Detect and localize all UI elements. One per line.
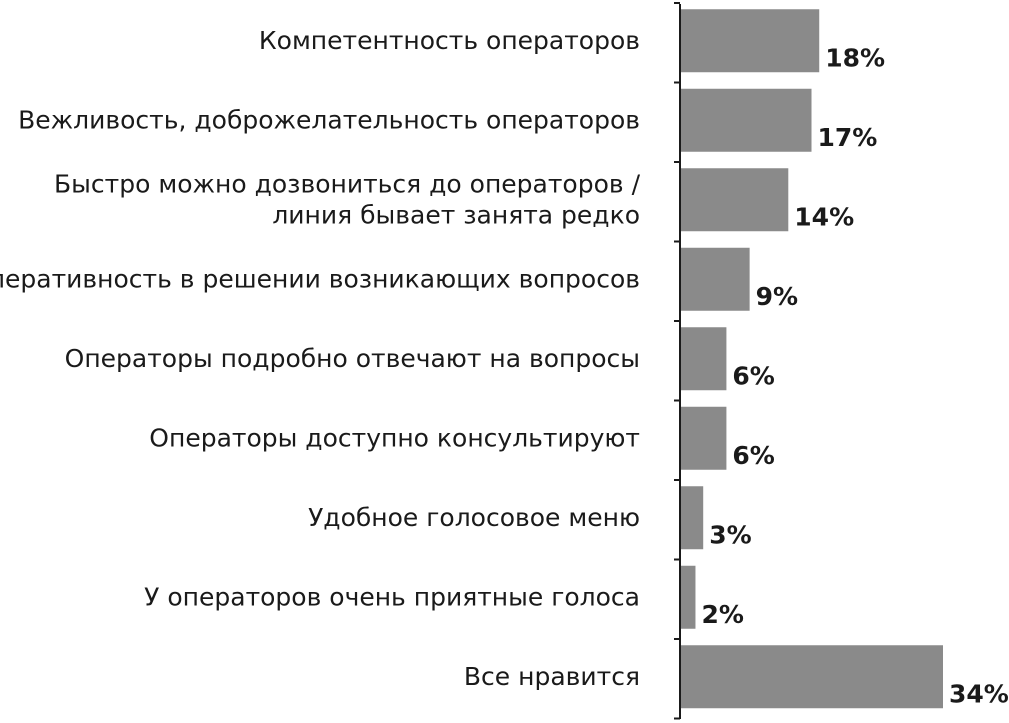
category-label: Оперативность в решении возникающих вопр…: [0, 264, 640, 293]
bar: [680, 645, 943, 709]
category-label: линия бывает занята редко: [272, 200, 640, 229]
category-label: Операторы доступно консультируют: [149, 423, 640, 452]
bars-group: [680, 9, 943, 709]
value-label: 34%: [949, 679, 1009, 708]
category-label: Операторы подробно отвечают на вопросы: [65, 344, 640, 373]
category-label: Удобное голосовое меню: [308, 503, 640, 532]
value-label: 17%: [818, 123, 878, 152]
category-label: У операторов очень приятные голоса: [144, 582, 640, 611]
category-label: Компетентность операторов: [259, 26, 640, 55]
value-label: 6%: [732, 361, 774, 390]
category-label: Все нравится: [464, 662, 640, 691]
bar: [680, 406, 727, 470]
value-label: 9%: [756, 282, 798, 311]
category-label: Быстро можно дозвониться до операторов /: [54, 169, 641, 198]
bar: [680, 168, 789, 232]
value-label: 3%: [709, 520, 751, 549]
value-label: 14%: [794, 202, 854, 231]
value-labels-group: 18% 17% 14% 9% 6% 6% 3% 2% 34%: [701, 43, 1008, 708]
bar: [680, 9, 820, 73]
bar: [680, 486, 704, 550]
value-label: 2%: [701, 600, 743, 629]
bar: [680, 247, 750, 311]
category-labels-group: Компетентность операторов Вежливость, доб…: [0, 26, 641, 691]
value-label: 18%: [825, 43, 885, 72]
bar: [680, 327, 727, 391]
bar: [680, 565, 696, 629]
category-label: Вежливость, доброжелательность операторо…: [18, 105, 640, 134]
y-axis-ticks-group: [674, 2, 680, 720]
bar: [680, 88, 812, 152]
value-label: 6%: [732, 441, 774, 470]
